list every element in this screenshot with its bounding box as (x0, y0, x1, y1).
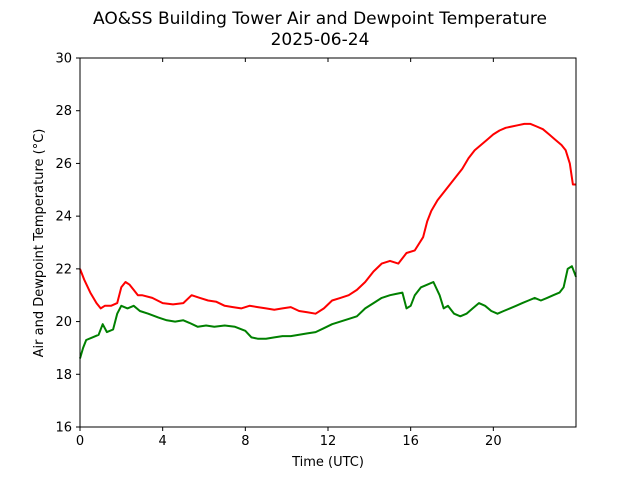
y-tick-label: 24 (55, 210, 72, 225)
y-axis-label: Air and Dewpoint Temperature (°C) (32, 129, 47, 358)
series-line-0 (79, 122, 576, 315)
x-tick-label: 8 (241, 434, 249, 449)
x-tick-label: 4 (159, 434, 167, 449)
y-tick-label: 26 (55, 157, 72, 172)
x-tick-label: 16 (402, 434, 419, 449)
series-line-1 (79, 265, 577, 359)
x-tick-label: 20 (485, 434, 502, 449)
chart-subtitle: 2025-06-24 (271, 30, 370, 50)
x-tick-label: 12 (320, 434, 337, 449)
y-tick-label: 18 (55, 368, 72, 383)
y-tick-label: 30 (55, 52, 72, 67)
chart-title: AO&SS Building Tower Air and Dewpoint Te… (93, 9, 547, 29)
y-tick-label: 20 (55, 315, 72, 330)
axes-frame (79, 57, 577, 428)
y-tick-label: 16 (55, 421, 72, 436)
plot-area: 0 4 8 12 16 20 16 18 20 22 24 26 28 30 (55, 52, 577, 449)
x-axis-label: Time (UTC) (291, 455, 364, 470)
y-tick-label: 22 (55, 262, 72, 277)
x-tick-label: 0 (76, 434, 84, 449)
y-tick-label: 28 (55, 104, 72, 119)
